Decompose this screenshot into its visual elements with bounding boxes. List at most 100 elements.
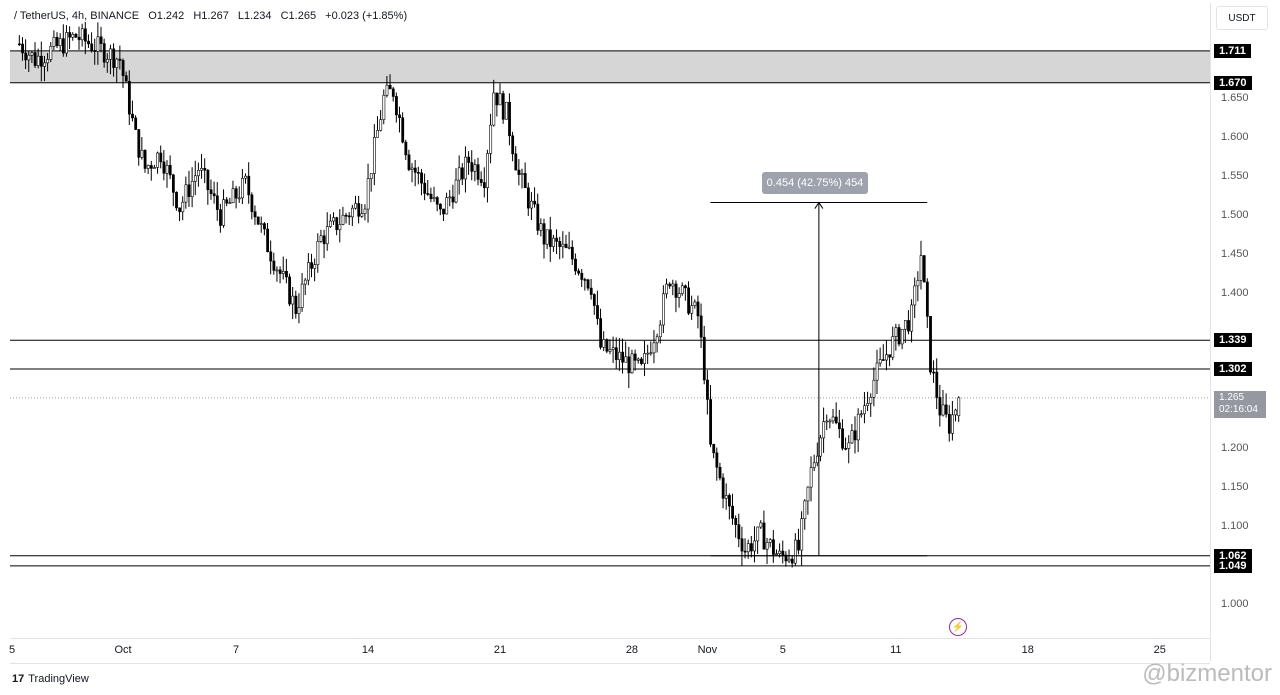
candle-body — [266, 228, 270, 253]
candle-body — [391, 88, 395, 97]
candle-body — [539, 223, 543, 231]
candle-body — [894, 327, 898, 337]
candle-body — [655, 336, 659, 344]
candle-body — [721, 477, 725, 499]
measure-label: 0.454 (42.75%) 454 — [762, 172, 868, 194]
candle-body — [718, 466, 722, 479]
candle-body — [153, 167, 156, 169]
candle-body — [913, 285, 917, 306]
candle-body — [33, 52, 37, 66]
candle-body — [222, 199, 226, 226]
candle-body — [944, 404, 948, 415]
candle-body — [636, 358, 640, 361]
candle-body — [259, 223, 263, 225]
candle-body — [662, 293, 665, 326]
candle-body — [398, 114, 401, 119]
candle-body — [548, 229, 552, 247]
candle-body — [131, 113, 134, 119]
candle-body — [498, 93, 502, 106]
candle-body — [627, 356, 631, 374]
candle-body — [209, 189, 213, 195]
candle-body — [756, 526, 760, 542]
candle-body — [417, 172, 420, 174]
candle-body — [432, 197, 436, 200]
candle-body — [800, 518, 804, 551]
candle-body — [828, 420, 832, 423]
open-value: O1.242 — [148, 10, 185, 22]
candle-body — [203, 167, 207, 171]
candle-body — [178, 207, 182, 213]
lightning-icon[interactable]: ⚡ — [949, 618, 967, 636]
symbol-name[interactable]: / TetherUS, 4h, BINANCE — [14, 10, 140, 22]
candle-body — [65, 32, 68, 54]
candle-body — [737, 524, 741, 540]
candle-body — [80, 28, 84, 41]
candle-body — [816, 455, 819, 464]
y-tick-label: 1.000 — [1221, 598, 1249, 610]
candle-body — [241, 177, 244, 199]
y-tick-label: 1.100 — [1221, 520, 1249, 533]
candle-body — [778, 550, 782, 555]
time-axis[interactable] — [10, 638, 1210, 664]
currency-button[interactable]: USDT — [1216, 6, 1268, 30]
candle-body — [878, 359, 882, 364]
candle-body — [212, 193, 216, 197]
candle-body — [149, 165, 153, 169]
candle-body — [354, 203, 357, 209]
candle-body — [146, 165, 150, 169]
candle-body — [281, 271, 285, 274]
tradingview-logo[interactable]: 17 TradingView — [12, 673, 89, 685]
candle-body — [479, 179, 483, 183]
x-tick-label: 5 — [779, 644, 786, 656]
candle-body — [504, 101, 508, 120]
candle-body — [486, 153, 489, 188]
x-tick-label: 11 — [890, 644, 902, 656]
candle-body — [127, 80, 131, 115]
candle-body — [382, 94, 386, 120]
candle-body — [492, 92, 496, 126]
candle-body — [395, 96, 398, 116]
candle-body — [112, 48, 116, 68]
candle-body — [410, 167, 414, 170]
candle-body — [552, 237, 555, 247]
candle-body — [526, 187, 530, 209]
candle-body — [624, 356, 628, 363]
candle-body — [809, 467, 813, 488]
candle-body — [109, 48, 112, 60]
candle-body — [844, 448, 848, 450]
candle-body — [21, 43, 24, 54]
candle-body — [605, 339, 609, 352]
candle-body — [285, 271, 288, 278]
candle-body — [781, 550, 785, 556]
candle-body — [237, 197, 241, 200]
candle-body — [439, 203, 442, 210]
candle-body — [489, 124, 493, 154]
candle-body — [922, 255, 926, 283]
candle-body — [27, 54, 31, 61]
candle-body — [316, 241, 320, 265]
candle-body — [162, 161, 166, 174]
candle-body — [709, 399, 712, 445]
candle-body — [451, 196, 455, 203]
candle-body — [542, 223, 546, 245]
y-tick-label: 1.650 — [1221, 92, 1249, 105]
x-tick-label: 21 — [493, 644, 507, 656]
candle-body — [646, 352, 650, 355]
candle-body — [825, 420, 829, 423]
candle-body — [388, 84, 392, 90]
candle-body — [445, 197, 449, 215]
candle-body — [206, 169, 210, 191]
candle-body — [18, 43, 21, 46]
candle-body — [297, 307, 301, 314]
candle-body — [193, 175, 197, 182]
candle-body — [231, 188, 235, 203]
candle-body — [740, 538, 744, 552]
candle-body — [197, 169, 200, 177]
candle-body — [806, 486, 810, 502]
candle-body — [533, 200, 537, 205]
candle-body — [476, 164, 480, 180]
price-axis[interactable] — [1210, 3, 1273, 661]
measure-arrow-head — [814, 201, 824, 209]
candle-body — [517, 169, 521, 175]
